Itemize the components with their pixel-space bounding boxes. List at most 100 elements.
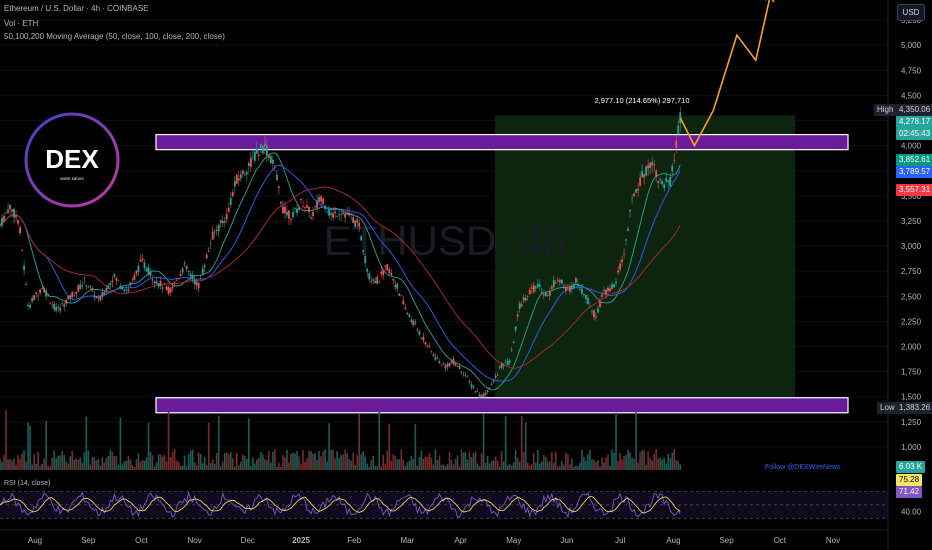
candle-body <box>510 350 513 351</box>
candle-body <box>209 243 212 245</box>
candle-body <box>651 162 654 166</box>
volume-bar <box>171 451 174 470</box>
y-tick-label: 1,250 <box>901 418 922 427</box>
volume-bar <box>268 451 270 470</box>
candle-body <box>99 296 102 301</box>
candle-body <box>352 217 355 223</box>
candle-body <box>272 159 274 164</box>
candle-body <box>109 283 112 285</box>
price-tag-label: Low <box>877 402 898 415</box>
volume-bar <box>85 416 88 470</box>
time-axis[interactable]: Aug Sep Oct Nov Dec 2025 Feb Mar Apr May Jun Jul Aug… <box>0 529 888 545</box>
candle-body <box>633 193 635 197</box>
candle-body <box>267 155 270 159</box>
volume-bar <box>39 465 41 470</box>
candle-body <box>611 284 613 290</box>
candle-body <box>115 278 118 281</box>
candle-body <box>372 279 375 281</box>
candle-body <box>601 294 603 297</box>
price-tag: 1,383.26 <box>896 402 932 415</box>
candle-body <box>436 357 439 359</box>
volume-bar <box>284 457 286 470</box>
candle-body <box>233 181 236 187</box>
candle-body <box>464 375 467 376</box>
volume-bar <box>470 457 473 470</box>
candle-body <box>532 285 535 293</box>
candle-body <box>255 149 258 154</box>
volume-bar <box>364 456 367 470</box>
candle-body <box>103 292 106 295</box>
volume-bar <box>330 449 332 470</box>
volume-bar <box>629 452 631 470</box>
x-tick-label: Nov <box>826 536 840 545</box>
candle-body <box>556 279 559 281</box>
candle-body <box>390 272 393 275</box>
volume-bar <box>647 451 649 470</box>
volume-bar <box>476 463 479 470</box>
currency-button[interactable]: USD <box>897 4 925 21</box>
candle-body <box>265 145 268 156</box>
candle-body <box>526 295 529 297</box>
candle-body <box>67 295 70 299</box>
candle-body <box>647 165 650 169</box>
candle-body <box>81 285 84 287</box>
candle-body <box>366 268 369 272</box>
volume-bar <box>274 449 276 470</box>
candle-body <box>282 206 284 214</box>
candle-body <box>276 174 278 181</box>
y-tick-label: 1,750 <box>901 368 922 377</box>
volume-bar <box>27 422 29 470</box>
candle-body <box>613 283 615 288</box>
candle-body <box>462 374 465 376</box>
candle-body <box>404 307 407 309</box>
volume-bar <box>665 463 667 470</box>
candle-body <box>671 165 674 172</box>
candle-body <box>27 304 29 307</box>
candle-body <box>298 207 300 211</box>
volume-tag: 6.03 K <box>896 461 926 473</box>
volume-bar <box>498 466 501 470</box>
candle-body <box>55 307 58 311</box>
volume-bar <box>304 462 306 470</box>
candle-body <box>412 320 415 326</box>
volume-bar <box>193 462 196 470</box>
candle-body <box>653 164 656 166</box>
volume-bar <box>19 459 21 470</box>
volume-bar <box>95 460 98 470</box>
candle-body <box>51 303 54 305</box>
candle-body <box>47 294 50 296</box>
rsi-legend: RSI (14, close) <box>4 480 51 487</box>
candle-body <box>219 220 222 223</box>
volume-bar <box>402 459 405 470</box>
volume-bar <box>532 453 535 470</box>
volume-bar <box>63 455 66 470</box>
long-position-area <box>495 115 795 407</box>
candle-body <box>552 280 555 288</box>
volume-bar <box>667 453 670 470</box>
candle-body <box>261 146 264 154</box>
candle-body <box>1 218 3 226</box>
volume-bar <box>37 451 39 470</box>
candle-body <box>370 281 373 283</box>
candle-body <box>639 177 642 186</box>
volume-bar <box>207 422 210 470</box>
candle-body <box>376 277 379 284</box>
volume-bar <box>420 450 423 470</box>
candle-body <box>7 209 9 213</box>
volume-bar <box>452 464 455 470</box>
volume-bar <box>643 450 645 470</box>
x-tick-label: Dec <box>241 536 255 545</box>
volume-bar <box>143 460 146 470</box>
volume-bar <box>248 418 250 470</box>
candle-body <box>57 306 60 308</box>
volume-bar <box>75 458 78 470</box>
candle-body <box>452 358 455 365</box>
volume-bar <box>169 456 172 470</box>
candle-body <box>215 230 218 231</box>
volume-bar <box>561 461 563 470</box>
volume-bar <box>71 450 74 470</box>
candle-body <box>518 303 521 309</box>
volume-bar <box>137 453 140 470</box>
candle-body <box>229 198 232 206</box>
